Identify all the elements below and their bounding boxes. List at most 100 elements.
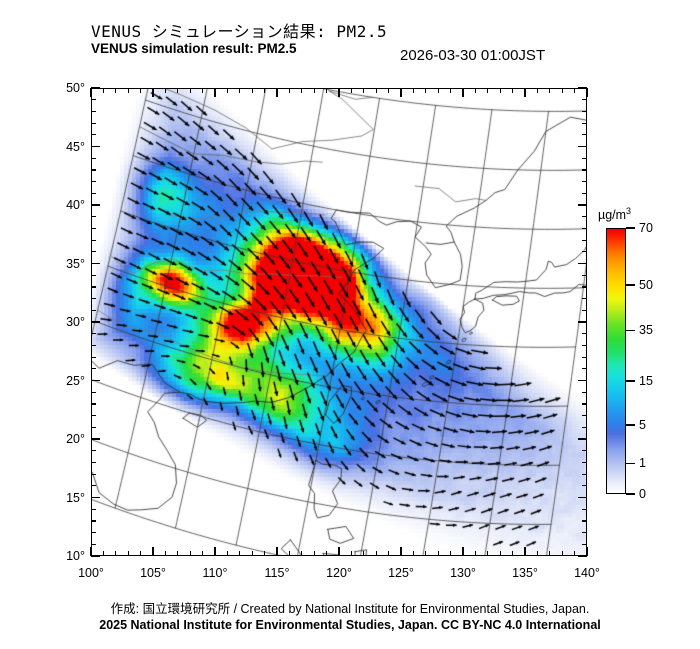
tick-mark xyxy=(91,543,96,545)
tick-mark xyxy=(582,134,587,136)
tick-mark xyxy=(91,309,96,311)
tick-mark xyxy=(388,88,390,93)
tick-mark xyxy=(91,415,96,417)
tick-mark xyxy=(239,88,241,93)
tick-mark xyxy=(91,169,96,171)
tick-mark xyxy=(400,88,402,97)
tick-mark xyxy=(115,551,117,556)
tick-mark xyxy=(582,532,587,534)
tick-mark xyxy=(177,551,179,556)
colorbar-tick-label: 15 xyxy=(639,373,653,388)
tick-mark xyxy=(536,88,539,93)
tick-mark xyxy=(91,344,96,347)
tick-mark xyxy=(561,551,563,556)
tick-mark xyxy=(91,321,100,323)
tick-mark xyxy=(412,551,415,556)
tick-mark xyxy=(582,426,587,428)
tick-mark xyxy=(91,391,96,393)
tick-mark xyxy=(226,551,229,556)
tick-mark xyxy=(582,356,587,358)
tick-mark xyxy=(251,551,253,556)
tick-mark xyxy=(239,551,241,556)
tick-mark xyxy=(582,298,587,300)
tick-mark xyxy=(91,356,96,358)
tick-mark xyxy=(91,87,100,89)
tick-mark xyxy=(91,145,100,148)
tick-mark xyxy=(102,551,105,556)
tick-mark xyxy=(582,251,587,253)
tick-mark xyxy=(276,547,278,556)
colorbar[interactable] xyxy=(606,228,626,494)
tick-mark xyxy=(578,496,587,499)
tick-mark xyxy=(91,496,100,499)
tick-mark xyxy=(189,88,191,93)
tick-mark xyxy=(578,87,587,89)
tick-mark xyxy=(578,321,587,323)
tick-mark xyxy=(313,551,315,556)
x-axis-tick-label: 110° xyxy=(202,566,228,580)
tick-mark xyxy=(499,551,501,556)
y-axis-tick-label: 40° xyxy=(66,198,85,212)
tick-mark xyxy=(582,227,587,230)
y-axis-tick-label: 45° xyxy=(66,139,85,154)
tick-mark xyxy=(91,110,96,113)
tick-mark xyxy=(226,88,229,93)
tick-mark xyxy=(462,547,464,556)
tick-mark xyxy=(288,551,291,556)
tick-mark xyxy=(91,274,96,276)
colorbar-tick-mark xyxy=(626,424,635,426)
tick-mark xyxy=(301,551,303,556)
tick-mark xyxy=(582,368,587,370)
tick-mark xyxy=(91,157,96,159)
tick-mark xyxy=(91,461,96,464)
tick-mark xyxy=(91,438,100,440)
tick-mark xyxy=(91,368,96,370)
colorbar-tick-label: 5 xyxy=(639,417,646,432)
tick-mark xyxy=(582,274,587,276)
colorbar-tick-mark xyxy=(626,380,635,382)
colorbar-unit-text: µg/m xyxy=(598,208,627,223)
tick-mark xyxy=(91,99,96,101)
tick-mark xyxy=(127,88,129,93)
tick-mark xyxy=(582,157,587,159)
tick-mark xyxy=(189,551,191,556)
tick-mark xyxy=(115,88,117,93)
tick-mark xyxy=(313,88,315,93)
tick-mark xyxy=(536,551,539,556)
tick-mark xyxy=(91,286,96,288)
tick-mark xyxy=(91,251,96,253)
tick-mark xyxy=(177,88,179,93)
tick-mark xyxy=(91,508,96,510)
tick-mark xyxy=(350,88,353,93)
tick-mark xyxy=(288,88,291,93)
tick-mark xyxy=(549,551,551,556)
tick-mark xyxy=(586,547,588,556)
y-axis-tick-label: 35° xyxy=(66,256,85,271)
tick-mark xyxy=(437,88,439,93)
tick-mark xyxy=(90,547,92,556)
tick-mark xyxy=(91,204,100,206)
tick-mark xyxy=(91,192,96,194)
tick-mark xyxy=(582,181,587,183)
tick-mark xyxy=(412,88,415,93)
tick-mark xyxy=(91,262,100,265)
colorbar-tick-mark xyxy=(626,493,635,495)
y-axis-tick-label: 10° xyxy=(66,549,85,563)
y-axis-tick-label: 20° xyxy=(66,432,85,446)
tick-mark xyxy=(425,551,427,556)
tick-mark xyxy=(578,555,587,557)
tick-mark xyxy=(425,88,427,93)
tick-mark xyxy=(582,415,587,417)
y-axis-tick-label: 25° xyxy=(66,373,85,388)
tick-mark xyxy=(578,438,587,440)
tick-mark xyxy=(582,286,587,288)
tick-mark xyxy=(326,88,328,93)
tick-mark xyxy=(102,88,105,93)
colorbar-tick-label: 35 xyxy=(639,323,653,338)
forecast-timestamp: 2026-03-30 01:00JST xyxy=(400,47,546,64)
map-plot-area[interactable] xyxy=(91,88,587,556)
tick-mark xyxy=(264,88,266,93)
tick-mark xyxy=(582,216,587,218)
tick-mark xyxy=(450,88,452,93)
